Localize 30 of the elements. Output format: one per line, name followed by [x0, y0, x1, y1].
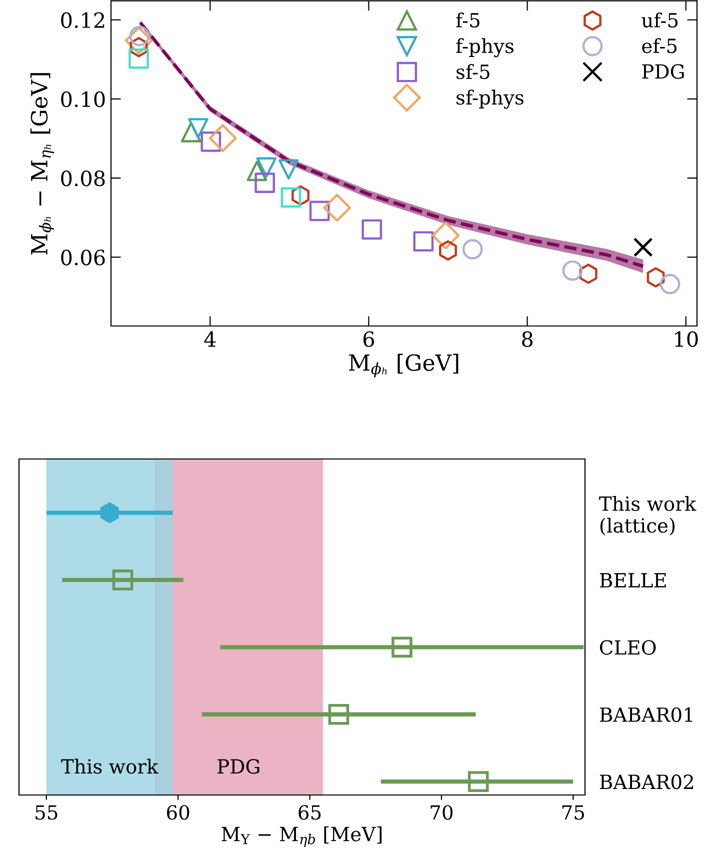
x-tick-label: 4 — [204, 331, 216, 347]
legend-label: uf-5 — [642, 12, 678, 28]
legend-label: ef-5 — [642, 38, 677, 54]
band-label: This work — [61, 758, 158, 774]
x-tick-label: 10 — [675, 331, 698, 347]
x-tick-label: 60 — [167, 805, 190, 820]
legend-label: sf-phys — [456, 90, 524, 109]
legend-label: f-5 — [456, 12, 480, 28]
y-tick-label: 0.10 — [61, 91, 105, 108]
x-tick-label: 75 — [562, 805, 584, 820]
x-tick-label: 55 — [36, 805, 58, 820]
y-tick-label: This work (lattice) — [599, 496, 696, 536]
x-tick-label: 8 — [522, 331, 533, 347]
x-axis-title: M$_{Υ}$ − M$_{ηb}$ [MeV] — [222, 826, 382, 847]
y-tick-label: BABAR02 — [600, 774, 694, 790]
y-tick-label: 0.06 — [61, 250, 105, 266]
legend-label: sf-5 — [456, 64, 490, 80]
x-tick-label: 65 — [298, 805, 321, 820]
x-tick-label: 70 — [430, 805, 453, 820]
y-axis-title: M$_{ϕₕ}$ − M$_{ηₕ}$ [GeV] — [30, 73, 54, 255]
x-tick-label: 6 — [363, 331, 374, 347]
legend-label: f-phys — [456, 38, 514, 58]
band-label: PDG — [218, 759, 260, 774]
x-axis-title: M$_{ϕₕ}$ [GeV] — [348, 354, 458, 378]
y-tick-label: BELLE — [600, 573, 666, 588]
y-tick-label: CLEO — [600, 640, 656, 655]
legend-label: PDG — [642, 64, 684, 79]
y-tick-label: 0.08 — [61, 170, 105, 186]
y-tick-label: BABAR01 — [600, 707, 692, 722]
y-tick-label: 0.12 — [61, 12, 104, 28]
